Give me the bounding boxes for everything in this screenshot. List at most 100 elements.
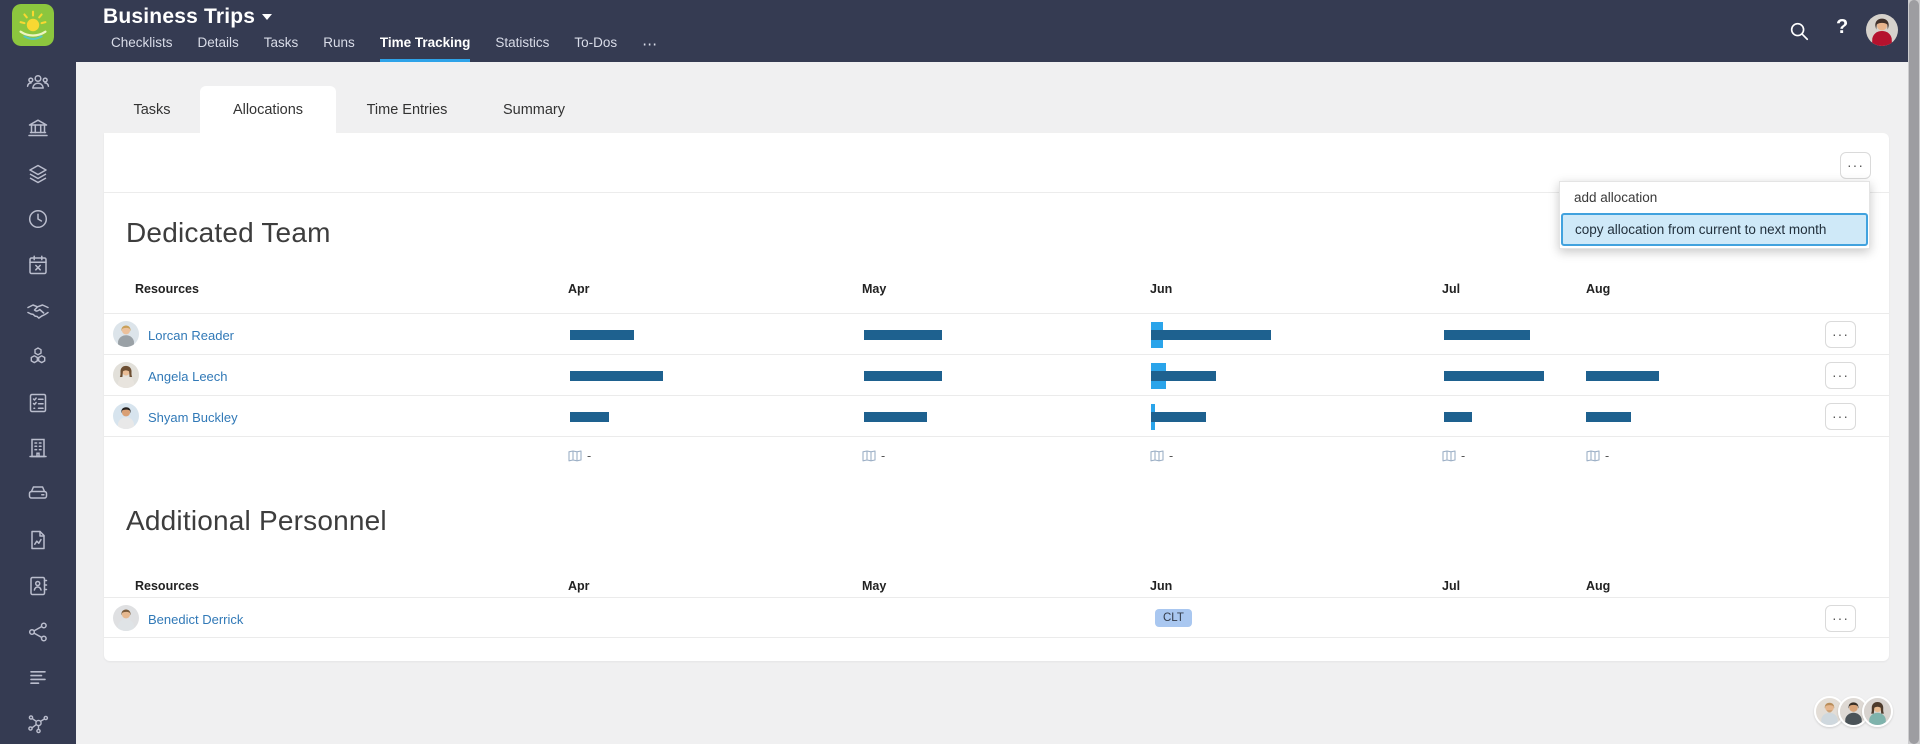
- user-avatar-image: [1866, 14, 1898, 46]
- avatar[interactable]: [113, 403, 139, 429]
- planned-days-icon: [862, 450, 876, 462]
- column-header-may: May: [862, 579, 887, 593]
- project-title[interactable]: Business Trips: [103, 5, 273, 29]
- panel-more-button[interactable]: ···: [1840, 152, 1871, 179]
- scrollbar-thumb[interactable]: [1909, 0, 1919, 744]
- allocation-bar-may[interactable]: [864, 370, 942, 381]
- allocation-bar-aug[interactable]: [1586, 411, 1631, 422]
- menu-item-add-allocation[interactable]: add allocation: [1574, 190, 1658, 205]
- team-icon: [26, 74, 50, 89]
- nav-tab-runs[interactable]: Runs: [323, 35, 355, 50]
- project-nav: Checklists Details Tasks Runs Time Track…: [111, 35, 658, 62]
- sidebar-item-modules[interactable]: [26, 345, 50, 369]
- resource-link[interactable]: Shyam Buckley: [148, 410, 238, 425]
- calendar-x-icon: [29, 255, 47, 275]
- month-total-value: -: [881, 449, 886, 463]
- online-user-avatar[interactable]: [1838, 696, 1869, 727]
- sidebar-item-absences[interactable]: [26, 253, 50, 277]
- layers-icon: [29, 164, 47, 184]
- tab-summary[interactable]: Summary: [502, 101, 566, 118]
- sidebar-item-share[interactable]: [26, 620, 50, 644]
- sidebar-item-reports[interactable]: [26, 528, 50, 552]
- help-button[interactable]: ?: [1836, 16, 1849, 38]
- sidebar-item-partners[interactable]: [26, 299, 50, 323]
- planned-days-icon: [1586, 450, 1600, 462]
- allocation-bar-jul[interactable]: [1444, 329, 1530, 340]
- nav-tab-tasks[interactable]: Tasks: [263, 35, 299, 50]
- column-header-aug: Aug: [1586, 282, 1611, 296]
- online-user-avatar[interactable]: [1862, 696, 1893, 727]
- allocation-context-menu: add allocation copy allocation from curr…: [1559, 181, 1870, 249]
- allocation-bar-jun[interactable]: [1151, 411, 1206, 422]
- planned-days-icon: [1150, 450, 1164, 462]
- search-button[interactable]: [1788, 20, 1810, 42]
- sidebar: [0, 62, 76, 744]
- resource-link[interactable]: Lorcan Reader: [148, 328, 234, 343]
- sidebar-item-lists[interactable]: [26, 665, 50, 689]
- nav-tab-todos[interactable]: To-Dos: [574, 35, 618, 50]
- sidebar-item-bank[interactable]: [26, 116, 50, 140]
- app-logo[interactable]: [12, 4, 54, 46]
- avatar[interactable]: [113, 321, 139, 347]
- sidebar-item-network[interactable]: [26, 711, 50, 735]
- row-more-button[interactable]: ···: [1825, 403, 1856, 430]
- avatar[interactable]: [113, 362, 139, 388]
- row-more-button[interactable]: ···: [1825, 362, 1856, 389]
- allocation-bar-may[interactable]: [864, 329, 942, 340]
- avatar[interactable]: [113, 605, 139, 631]
- sidebar-item-checklists[interactable]: [26, 391, 50, 415]
- month-total-value: -: [1605, 449, 1610, 463]
- avatar-image: [113, 403, 139, 429]
- table-footer-row: - - - - -: [104, 436, 1889, 474]
- allocation-bar-apr[interactable]: [570, 411, 609, 422]
- allocation-bar-jul[interactable]: [1444, 411, 1472, 422]
- allocation-bar-jul[interactable]: [1444, 370, 1544, 381]
- allocation-bar-aug[interactable]: [1586, 370, 1659, 381]
- tab-tasks[interactable]: Tasks: [133, 101, 171, 118]
- allocation-bar-jun[interactable]: [1151, 370, 1216, 381]
- nav-tab-checklists[interactable]: Checklists: [111, 35, 173, 50]
- column-header-jun: Jun: [1150, 282, 1173, 296]
- month-total-value: -: [587, 449, 592, 463]
- network-icon: [28, 715, 49, 734]
- month-total-may: -: [862, 449, 885, 463]
- sidebar-item-team[interactable]: [26, 70, 50, 94]
- sidebar-item-company[interactable]: [26, 436, 50, 460]
- sunrise-logo-icon: [12, 4, 54, 46]
- clock-icon: [28, 209, 48, 229]
- tab-time-entries[interactable]: Time Entries: [366, 101, 448, 118]
- allocation-bar-jun[interactable]: [1151, 329, 1271, 340]
- allocation-tabs: Tasks Allocations Time Entries Summary: [104, 86, 590, 133]
- table-row: Benedict Derrick CLT ···: [104, 597, 1889, 638]
- column-header-jul: Jul: [1442, 579, 1461, 593]
- allocation-bar-may[interactable]: [864, 411, 927, 422]
- row-more-button[interactable]: ···: [1825, 321, 1856, 348]
- report-document-icon: [31, 530, 45, 550]
- online-users: [1814, 696, 1893, 727]
- share-icon: [28, 622, 47, 642]
- allocation-bar-apr[interactable]: [570, 329, 634, 340]
- handshake-icon: [27, 304, 49, 319]
- vertical-scrollbar[interactable]: [1908, 0, 1920, 744]
- nav-overflow-button[interactable]: ⋯: [642, 36, 659, 53]
- allocation-bar-apr[interactable]: [570, 370, 663, 381]
- nav-tab-time-tracking[interactable]: Time Tracking: [379, 35, 471, 62]
- table-row: Lorcan Reader ···: [104, 313, 1889, 354]
- sidebar-item-contacts[interactable]: [26, 574, 50, 598]
- sidebar-item-layers[interactable]: [26, 162, 50, 186]
- nav-tab-details[interactable]: Details: [197, 35, 239, 50]
- row-more-button[interactable]: ···: [1825, 605, 1856, 632]
- user-avatar[interactable]: [1866, 14, 1898, 46]
- sidebar-item-time[interactable]: [26, 207, 50, 231]
- resource-link[interactable]: Angela Leech: [148, 369, 228, 384]
- section-title-additional-personnel: Additional Personnel: [126, 505, 387, 536]
- column-header-jul: Jul: [1442, 282, 1461, 296]
- resource-link[interactable]: Benedict Derrick: [148, 612, 244, 627]
- menu-item-copy-allocation[interactable]: copy allocation from current to next mon…: [1561, 213, 1868, 246]
- nav-tab-statistics[interactable]: Statistics: [495, 35, 550, 50]
- column-header-aug: Aug: [1586, 579, 1611, 593]
- sidebar-item-storage[interactable]: [26, 482, 50, 506]
- dedicated-column-headers: Resources Apr May Jun Jul Aug: [104, 282, 1889, 302]
- tab-allocations[interactable]: Allocations: [200, 86, 336, 133]
